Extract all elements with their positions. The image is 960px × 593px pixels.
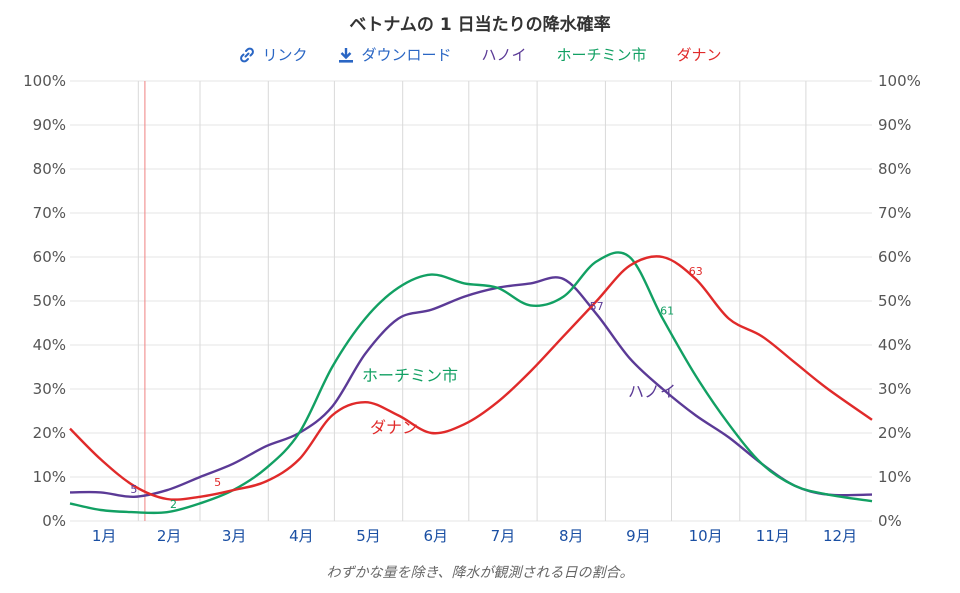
data-label: 57 <box>590 300 604 313</box>
chart-title: ベトナムの 1 日当たりの降水確率 <box>349 15 611 35</box>
series-line-0 <box>69 276 873 499</box>
y-tick-left: 90% <box>33 116 66 134</box>
series-line-1 <box>69 251 873 515</box>
download-button[interactable]: ダウンロード <box>337 44 451 65</box>
series-lines <box>69 251 873 515</box>
y-tick-right: 20% <box>878 424 911 442</box>
month-label: 1月 <box>92 527 117 545</box>
y-tick-left: 50% <box>33 292 66 310</box>
y-tick-left: 0% <box>42 512 66 530</box>
y-tick-right: 100% <box>878 72 921 90</box>
month-label: 7月 <box>491 527 516 545</box>
legend-danang[interactable]: ダナン <box>676 46 722 64</box>
data-label: 63 <box>689 265 703 278</box>
y-tick-right: 80% <box>878 160 911 178</box>
y-tick-left: 30% <box>33 380 66 398</box>
link-button[interactable]: リンク <box>238 44 307 65</box>
month-label: 3月 <box>222 527 247 545</box>
data-label: 61 <box>660 305 674 318</box>
legend-hcmc[interactable]: ホーチミン市 <box>556 46 647 64</box>
series-label-1: ホーチミン市 <box>362 366 458 385</box>
y-tick-right: 60% <box>878 248 911 266</box>
data-label: 2 <box>170 498 177 511</box>
y-tick-left: 100% <box>23 72 66 90</box>
data-label: 5 <box>214 476 221 489</box>
y-tick-right: 30% <box>878 380 911 398</box>
y-tick-left: 10% <box>33 468 66 486</box>
month-label: 4月 <box>289 527 314 545</box>
y-ticks: 0% 0% 10% 10% 20% 20% 30% 30% 40% 40% 50% 50% 60% 60%… <box>23 72 921 530</box>
month-label: 2月 <box>157 527 182 545</box>
grid <box>70 80 872 522</box>
y-tick-left: 60% <box>33 248 66 266</box>
y-tick-left: 20% <box>33 424 66 442</box>
month-labels: 1月 2月 3月 4月 5月 6月 7月 8月 9月 10月 11月 12月 <box>92 527 857 545</box>
series-label-0: ハノイ <box>628 382 676 401</box>
chart-caption: わずかな量を除き、降水が観測される日の割合。 <box>326 565 634 581</box>
legend: リンク ダウンロード ハノイ ホーチミン市 ダナン <box>0 44 960 65</box>
month-label: 8月 <box>559 527 584 545</box>
download-icon <box>339 47 354 63</box>
y-tick-left: 80% <box>33 160 66 178</box>
month-label: 6月 <box>423 527 448 545</box>
y-tick-right: 0% <box>878 512 902 530</box>
series-line-2 <box>69 255 873 501</box>
link-label: リンク <box>262 46 308 64</box>
month-label: 9月 <box>626 527 651 545</box>
y-tick-right: 50% <box>878 292 911 310</box>
month-label: 11月 <box>756 527 790 545</box>
y-tick-left: 70% <box>33 204 66 222</box>
y-tick-left: 40% <box>33 336 66 354</box>
y-tick-right: 40% <box>878 336 911 354</box>
y-tick-right: 10% <box>878 468 911 486</box>
data-label: 5 <box>130 483 137 496</box>
download-label: ダウンロード <box>361 46 452 64</box>
y-tick-right: 90% <box>878 116 911 134</box>
month-label: 12月 <box>823 527 857 545</box>
month-label: 10月 <box>689 527 723 545</box>
month-label: 5月 <box>356 527 381 545</box>
link-icon <box>240 47 255 62</box>
y-tick-right: 70% <box>878 204 911 222</box>
legend-hanoi[interactable]: ハノイ <box>481 46 527 64</box>
series-label-2: ダナン <box>370 418 418 437</box>
